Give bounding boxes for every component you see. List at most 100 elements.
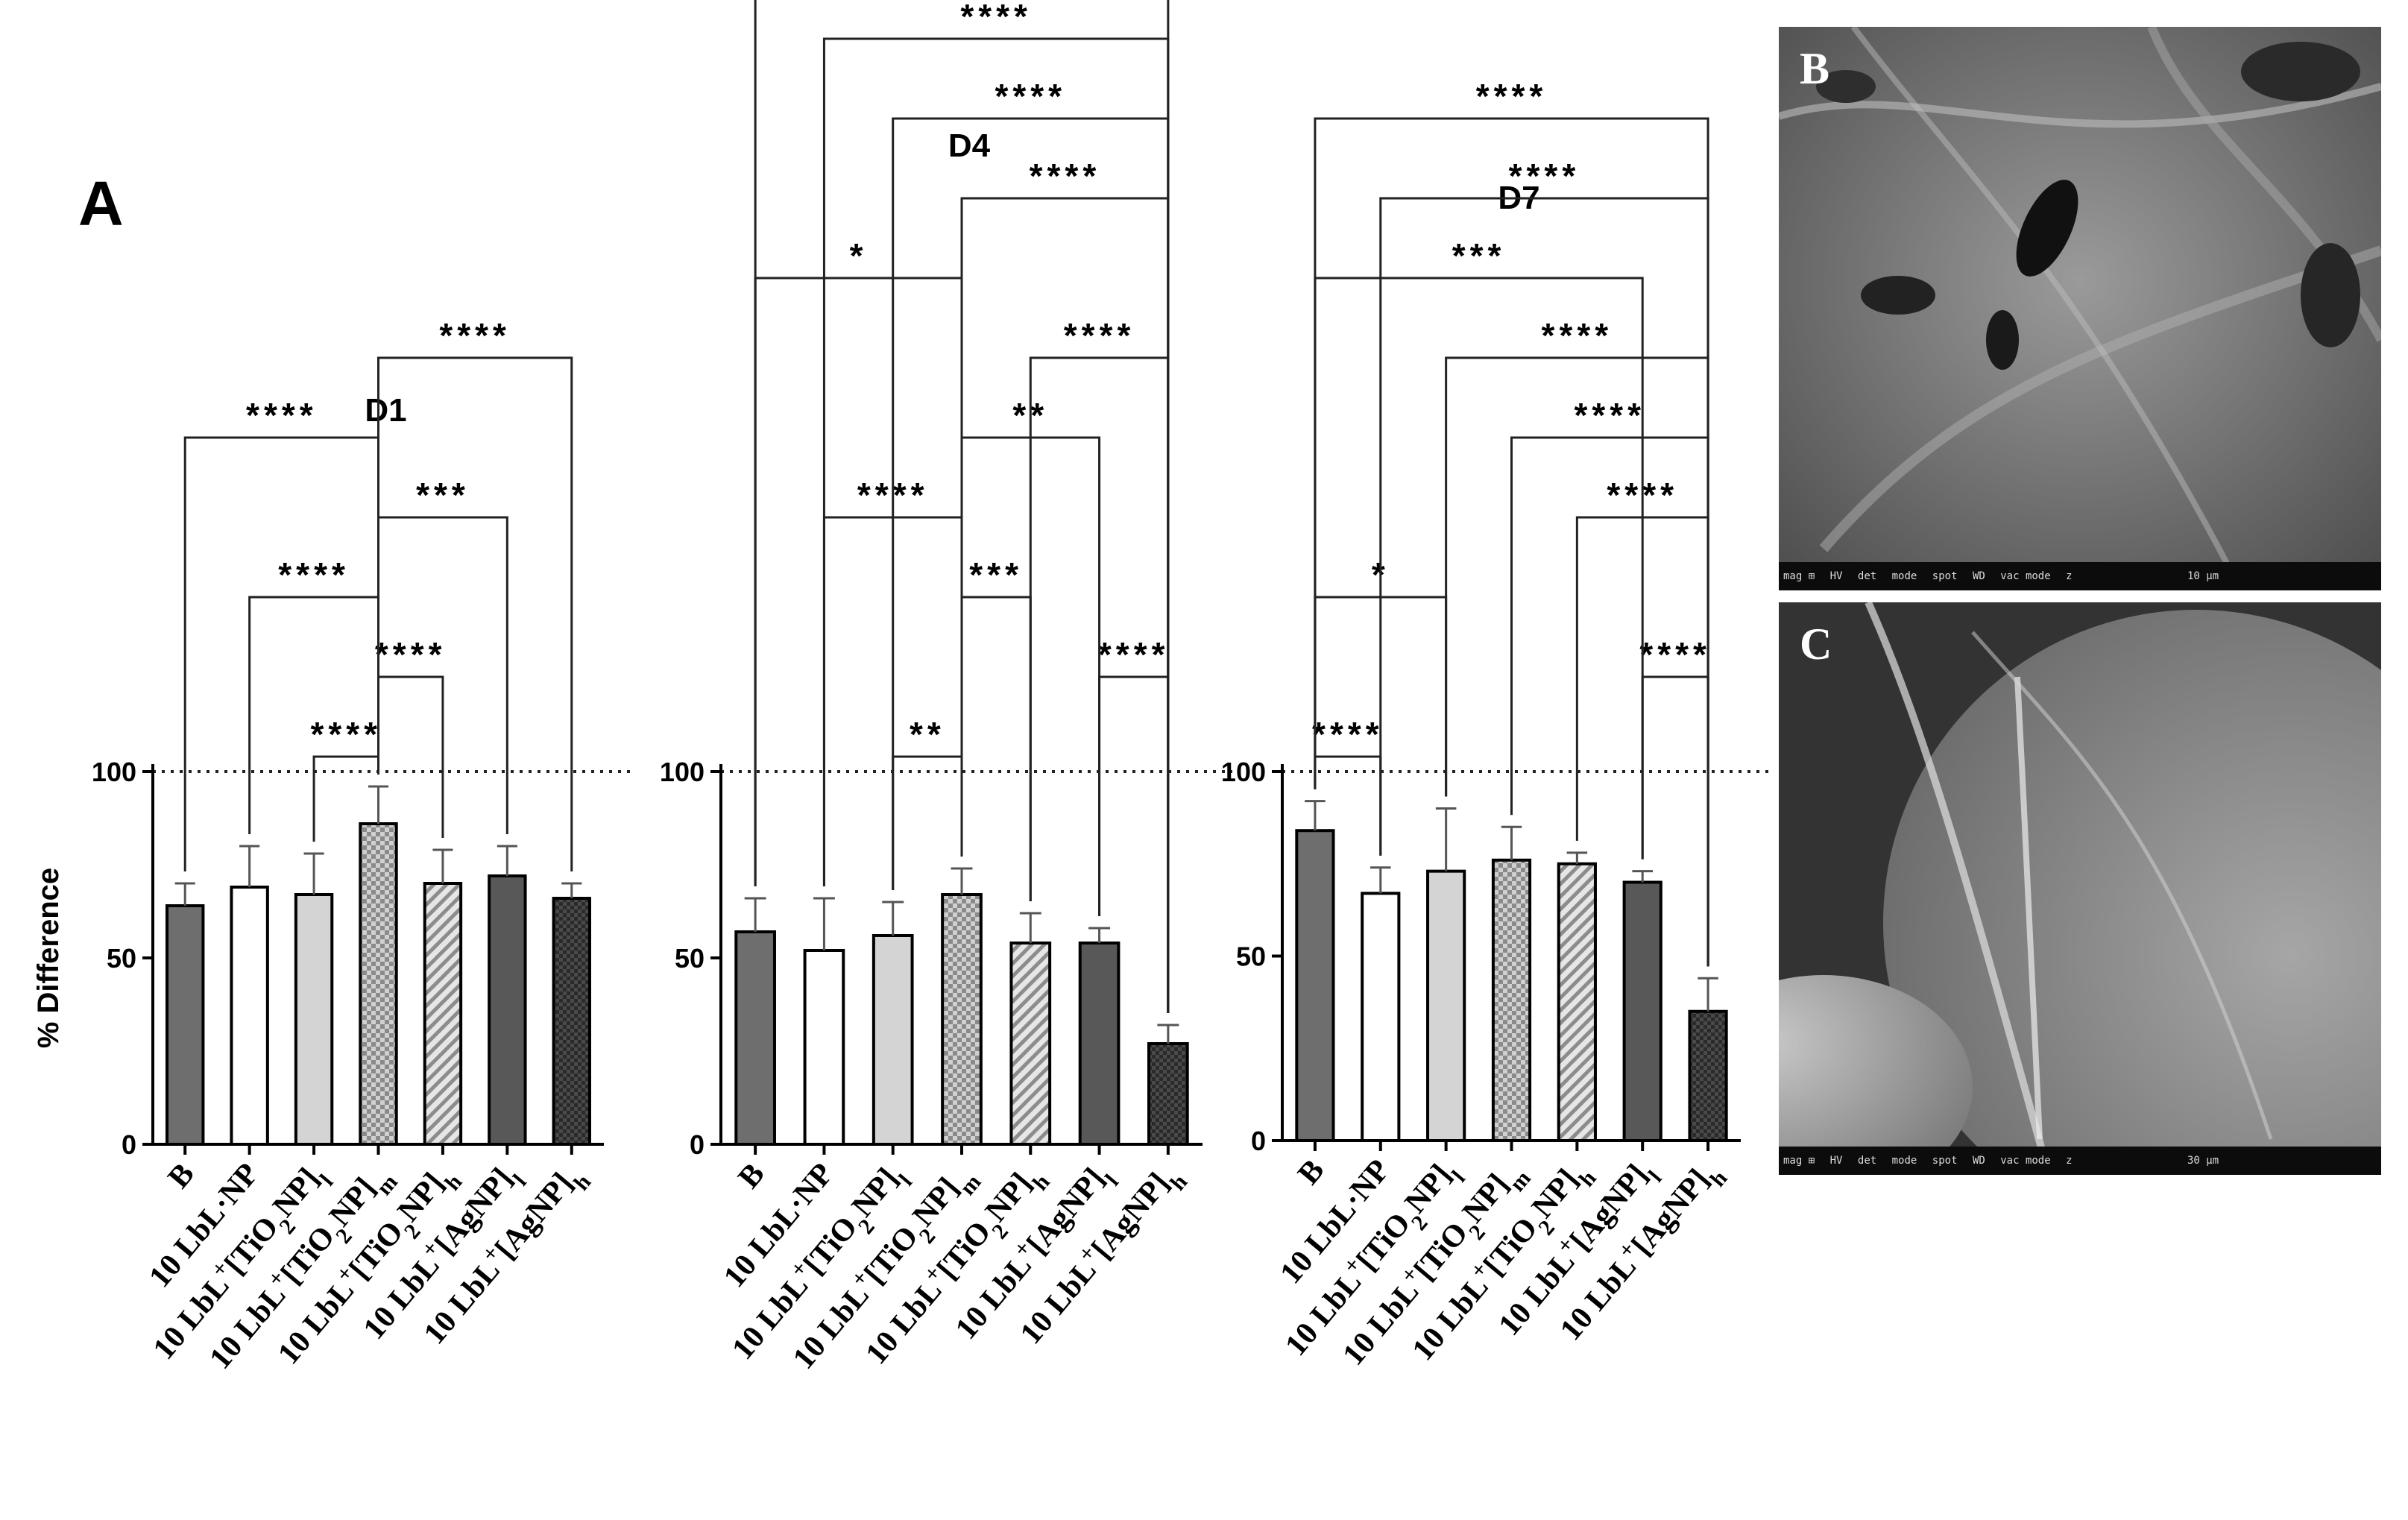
sem-c-meta-1: HV [1829,1155,1843,1167]
significance-bracket [377,356,573,871]
significance-label: **** [1574,396,1645,435]
significance-label: **** [1607,476,1678,514]
sem-c-meta-4: spot [1932,1155,1958,1167]
bar [941,893,983,1146]
bar [359,822,398,1146]
significance-bracket [1379,197,1709,967]
sem-image-c: C mag ⊞ HV det mode spot WD vac mode z 3… [1779,602,2381,1175]
significance-bracket [892,755,963,890]
significance-label: **** [310,715,382,754]
bar [1426,869,1466,1143]
y-tick-label: 0 [690,1129,705,1160]
bar [1009,942,1052,1146]
bar [552,897,591,1146]
bar [488,874,527,1146]
significance-label: **** [1509,157,1580,195]
significance-bracket [183,436,379,871]
panel-label-c: C [1800,619,1832,669]
bar [1361,892,1401,1142]
y-tick-label: 100 [660,757,705,787]
y-tick-label: 100 [92,757,136,787]
bar [1622,880,1662,1142]
significance-label: **** [1030,157,1101,195]
sem-c-meta-0: mag ⊞ [1783,1155,1815,1167]
bar [872,934,914,1146]
significance-label: **** [960,0,1032,36]
sem-b-meta-4: spot [1932,570,1958,582]
significance-label: **** [439,316,511,355]
chart-title: D1 [365,392,406,429]
bar [1147,1042,1189,1146]
bar [294,893,334,1146]
bar [1557,862,1597,1142]
bar [803,949,845,1146]
bar [1078,942,1121,1146]
significance-label: **** [857,476,929,514]
chart-title: D4 [948,127,991,164]
sem-b-meta-5: WD [1972,570,1985,582]
sem-b-meta-3: mode [1891,570,1917,582]
significance-bracket [377,675,444,838]
bar [1491,858,1532,1143]
sem-c-meta-3: mode [1891,1155,1917,1167]
sem-c-meta-7: z [2066,1155,2073,1167]
significance-label: **** [246,396,318,435]
sem-c-meta-5: WD [1972,1155,1985,1167]
y-axis-label: % Difference [32,868,65,1048]
sem-image-b: B mag ⊞ HV det mode spot WD vac mode z 1… [1779,27,2381,590]
bar [166,904,205,1146]
significance-label: **** [1312,715,1384,754]
y-tick-label: 50 [1236,942,1266,972]
x-tick-label: B [732,1157,772,1195]
significance-label: **** [1064,316,1135,355]
significance-label: **** [995,77,1066,116]
significance-bracket [960,596,1032,901]
y-tick-label: 50 [675,943,705,974]
bar [423,882,463,1146]
significance-label: *** [416,476,470,514]
sem-c-info-bar: mag ⊞ HV det mode spot WD vac mode z 30 … [1779,1147,2381,1175]
significance-bracket [1314,117,1709,967]
significance-label: *** [969,555,1023,594]
significance-label: * [850,236,868,275]
sem-b-meta-6: vac mode [2000,570,2051,582]
bar [1295,829,1335,1142]
bar [734,930,776,1146]
sem-c-meta-2: det [1857,1155,1877,1167]
y-tick-label: 0 [122,1129,136,1160]
sem-b-meta-1: HV [1829,570,1843,582]
x-tick-label: B [1291,1153,1331,1191]
significance-label: ** [910,715,945,754]
significance-label: **** [1542,316,1613,355]
y-tick-label: 0 [1251,1126,1266,1156]
significance-label: **** [278,555,350,594]
sem-c-texture [1779,602,2381,1175]
bar [230,886,269,1146]
significance-label: **** [1098,635,1170,674]
significance-bracket [822,37,1170,1013]
sem-c-scale: 30 µm [2187,1155,2219,1167]
significance-label: *** [1452,236,1506,275]
sem-c-meta-6: vac mode [2000,1155,2051,1167]
y-tick-label: 100 [1221,757,1266,787]
sem-b-meta-0: mag ⊞ [1783,570,1815,582]
significance-label: **** [375,635,447,674]
sem-b-info-bar: mag ⊞ HV det mode spot WD vac mode z 10 … [1779,562,2381,590]
sem-b-scale: 10 µm [2187,570,2219,582]
sem-b-texture [1779,27,2381,590]
bar [1688,1009,1728,1142]
panel-label-a: A [78,168,124,239]
significance-label: ** [1012,396,1048,435]
significance-label: **** [1639,635,1711,674]
sem-b-meta-2: det [1857,570,1877,582]
sem-b-meta-7: z [2066,570,2073,582]
y-tick-label: 50 [107,943,136,974]
x-tick-label: B [162,1157,201,1195]
significance-label: **** [1476,77,1548,116]
panel-label-b: B [1800,44,1830,93]
